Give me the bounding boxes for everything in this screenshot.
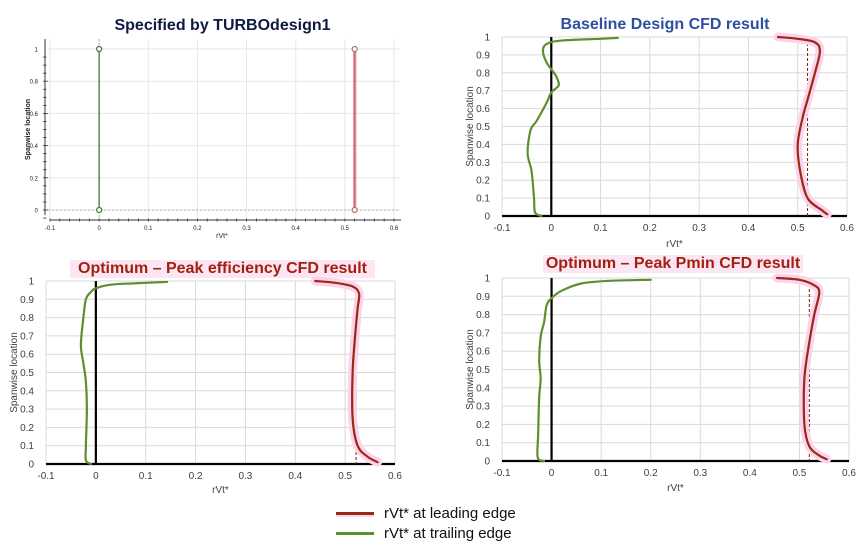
svg-text:0.9: 0.9	[20, 295, 34, 306]
legend-swatch-leading	[336, 511, 374, 515]
svg-text:0: 0	[549, 468, 555, 479]
chart-plot: 00.10.20.30.40.50.60.70.80.91-0.1 0 0.1 0.2…	[465, 273, 856, 494]
svg-text:0.2: 0.2	[189, 471, 203, 482]
svg-text:0.1: 0.1	[594, 223, 608, 234]
svg-text:0.8: 0.8	[30, 80, 39, 86]
svg-text:0.1: 0.1	[476, 438, 490, 449]
svg-text:0.5: 0.5	[476, 122, 490, 133]
svg-text:0.2: 0.2	[643, 223, 657, 234]
svg-text:rVt*: rVt*	[212, 485, 229, 496]
svg-text:0.4: 0.4	[20, 386, 34, 397]
svg-text:0.5: 0.5	[338, 471, 352, 482]
svg-text:0.3: 0.3	[238, 471, 252, 482]
svg-text:1: 1	[484, 274, 490, 285]
svg-text:0.3: 0.3	[476, 402, 490, 413]
svg-text:0.4: 0.4	[741, 223, 755, 234]
svg-text:0.2: 0.2	[20, 423, 34, 434]
svg-text:0.6: 0.6	[476, 347, 490, 358]
svg-text:0.2: 0.2	[476, 420, 490, 431]
svg-text:0.4: 0.4	[476, 140, 490, 151]
svg-text:0.6: 0.6	[476, 104, 490, 115]
svg-text:0.1: 0.1	[139, 471, 153, 482]
legend-item-trailing: rVt* at trailing edge	[336, 523, 516, 543]
svg-text:0.4: 0.4	[30, 144, 39, 150]
svg-text:0.7: 0.7	[476, 86, 490, 97]
legend-swatch-trailing	[336, 531, 374, 535]
svg-text:1: 1	[484, 33, 490, 44]
svg-text:0.4: 0.4	[288, 471, 302, 482]
svg-text:0.8: 0.8	[476, 68, 490, 79]
svg-text:0.5: 0.5	[791, 223, 805, 234]
svg-text:0.8: 0.8	[20, 313, 34, 324]
svg-text:0.3: 0.3	[242, 226, 251, 232]
svg-text:rVt*: rVt*	[667, 483, 684, 494]
svg-text:0: 0	[484, 457, 490, 468]
svg-text:0.2: 0.2	[193, 226, 202, 232]
svg-text:-0.1: -0.1	[45, 226, 56, 232]
svg-text:0.4: 0.4	[743, 468, 757, 479]
svg-text:1: 1	[28, 277, 34, 288]
svg-text:0.2: 0.2	[644, 468, 658, 479]
chart-title: Specified by TURBOdesign1	[114, 17, 331, 34]
legend-item-leading: rVt* at leading edge	[336, 503, 516, 523]
chart-optimum-efficiency: Optimum – Peak efficiency CFD result 0 0.…	[0, 250, 430, 496]
svg-text:0.9: 0.9	[476, 50, 490, 61]
legend: rVt* at leading edge rVt* at trailing ed…	[336, 503, 516, 543]
svg-text:0: 0	[93, 471, 99, 482]
chart-plot: 00.10.20.30.40.50.60.70.80.91-0.1 0 0.1 0.2…	[9, 276, 402, 496]
svg-text:0.2: 0.2	[30, 176, 39, 182]
svg-text:0: 0	[97, 226, 101, 232]
svg-text:0.3: 0.3	[476, 158, 490, 169]
svg-text:0.4: 0.4	[292, 226, 301, 232]
svg-text:1: 1	[35, 48, 39, 54]
legend-label: rVt* at trailing edge	[384, 524, 512, 542]
svg-text:Spanwise location: Spanwise location	[25, 99, 32, 160]
svg-text:0.3: 0.3	[692, 223, 706, 234]
chart-plot: 00.10.20.30.40.50.60.70.80.91-0.1 0 0.1 0.2…	[465, 32, 854, 250]
svg-text:0.6: 0.6	[388, 471, 402, 482]
svg-text:0.7: 0.7	[20, 331, 34, 342]
svg-text:0.8: 0.8	[476, 310, 490, 321]
svg-text:0.1: 0.1	[594, 468, 608, 479]
svg-text:0.6: 0.6	[842, 468, 856, 479]
svg-text:rVt*: rVt*	[666, 239, 683, 250]
svg-text:0.1: 0.1	[20, 441, 34, 452]
svg-text:0.5: 0.5	[20, 368, 34, 379]
svg-text:0: 0	[35, 209, 39, 215]
svg-text:0.6: 0.6	[30, 112, 39, 118]
svg-text:Spanwise location: Spanwise location	[465, 329, 476, 410]
svg-text:-0.1: -0.1	[493, 223, 511, 234]
svg-text:0.1: 0.1	[144, 226, 153, 232]
svg-text:0.6: 0.6	[840, 223, 854, 234]
svg-text:0: 0	[484, 212, 490, 223]
svg-text:0.1: 0.1	[476, 194, 490, 205]
chart-turbodesign1: Specified by TURBOdesign1 0 0.2 0.4 0.6 0.8 1…	[0, 0, 430, 250]
svg-text:Spanwise location: Spanwise location	[9, 332, 20, 413]
svg-text:0.5: 0.5	[792, 468, 806, 479]
svg-text:0.6: 0.6	[390, 226, 399, 232]
svg-text:0.9: 0.9	[476, 292, 490, 303]
svg-text:0: 0	[549, 223, 555, 234]
svg-text:rVt*: rVt*	[216, 233, 228, 240]
svg-text:0: 0	[28, 460, 34, 471]
legend-label: rVt* at leading edge	[384, 504, 516, 522]
chart-plot: 0 0.2 0.4 0.6 0.8 1 -0.1 0 0.1 0.2 0.3 0.4 0.5 0.6 rVt…	[25, 39, 401, 240]
chart-title: Optimum – Peak efficiency CFD result	[70, 260, 375, 278]
svg-text:-0.1: -0.1	[493, 468, 511, 479]
svg-text:-0.1: -0.1	[37, 471, 55, 482]
svg-text:0.6: 0.6	[20, 350, 34, 361]
svg-text:0.3: 0.3	[693, 468, 707, 479]
svg-text:0.2: 0.2	[476, 176, 490, 187]
svg-text:0.4: 0.4	[476, 383, 490, 394]
chart-title: Optimum – Peak Pmin CFD result	[543, 255, 803, 273]
svg-text:0.5: 0.5	[341, 226, 350, 232]
chart-optimum-pmin: Optimum – Peak Pmin CFD result 0 0.1 0.2 0.…	[430, 250, 864, 500]
chart-baseline: Baseline Design CFD result 0 0.1 0.2 0.3 0.4…	[430, 0, 864, 250]
svg-text:0.3: 0.3	[20, 405, 34, 416]
chart-title: Baseline Design CFD result	[560, 16, 770, 33]
svg-text:Spanwise location: Spanwise location	[465, 86, 476, 167]
svg-text:0.5: 0.5	[476, 365, 490, 376]
svg-text:0.7: 0.7	[476, 328, 490, 339]
